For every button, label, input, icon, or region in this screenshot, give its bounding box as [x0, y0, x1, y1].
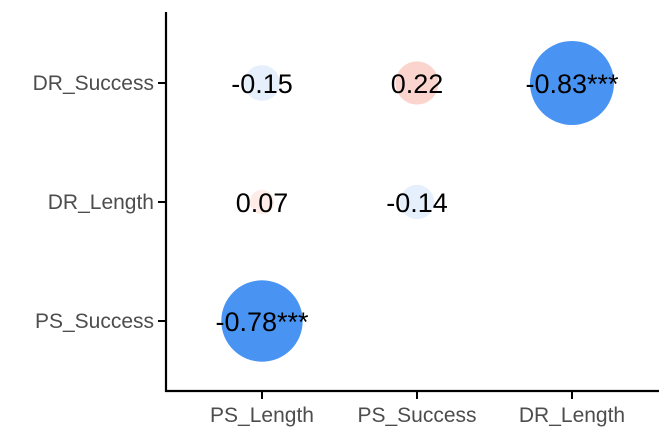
cell-label-ps-length-ps-success: -0.78*** — [215, 307, 309, 337]
x-tick-label-dr-length: DR_Length — [519, 404, 625, 427]
bubble-ps-success-dr-length — [399, 184, 435, 220]
cell-label-ps-length-dr-success: -0.15 — [231, 69, 293, 99]
x-tick-label-ps-length: PS_Length — [210, 404, 314, 427]
cell-labels-layer: -0.15 0.22 -0.83*** 0.07 -0.14 -0.78*** — [215, 69, 619, 337]
cell-label-ps-length-dr-length: 0.07 — [236, 188, 289, 218]
bubble-ps-length-dr-success — [244, 65, 280, 101]
bubble-ps-length-ps-success — [221, 280, 303, 362]
cell-label-ps-success-dr-success: 0.22 — [391, 69, 444, 99]
y-tick-label-dr-success: DR_Success — [33, 72, 154, 95]
cell-label-dr-length-dr-success: -0.83*** — [525, 69, 619, 99]
y-tick-label-ps-success: PS_Success — [35, 310, 154, 333]
bubble-ps-length-dr-length — [249, 189, 275, 215]
bubble-dr-length-dr-success — [530, 41, 614, 125]
ticks-layer: PS_Success DR_Length DR_Success PS_Length PS… — [33, 72, 626, 427]
bubbles-layer — [221, 41, 614, 362]
x-tick-label-ps-success: PS_Success — [357, 404, 476, 427]
bubble-ps-success-dr-success — [395, 61, 439, 105]
y-tick-label-dr-length: DR_Length — [48, 191, 154, 214]
cell-label-ps-success-dr-length: -0.14 — [386, 188, 448, 218]
